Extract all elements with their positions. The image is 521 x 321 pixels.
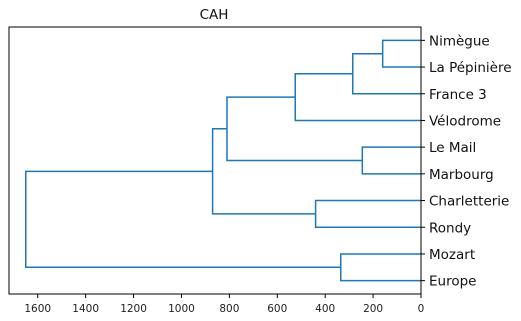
leaf-label: Mozart [429,247,475,263]
dendrogram-link-7 [211,128,316,215]
dendrogram-link-3 [294,72,421,122]
x-tick-label: 1000 [168,303,195,315]
leaf-label: Rondy [429,220,471,236]
plot-frame [8,26,422,295]
leaf-label: Nimègue [429,33,490,49]
x-tick-label: 400 [315,303,335,315]
dendrogram-link-1 [381,39,421,68]
leaf-label: France 3 [429,87,487,103]
x-tick-label: 1400 [72,303,99,315]
x-axis: 1600 1400 1200 1000 800 600 400 200 0 [24,294,424,315]
leaf-label: Vélodrome [429,113,501,129]
dendrogram-link-6 [314,199,421,228]
dendrogram-link-2 [351,52,421,95]
dendrogram-link-5 [226,96,363,162]
leaf-label: La Pépinière [429,60,512,76]
dendrogram-links [25,39,421,282]
x-tick-label: 200 [363,303,383,315]
x-tick-label: 800 [219,303,239,315]
x-tick-label: 600 [267,303,287,315]
leaf-label: Marbourg [429,167,494,183]
leaf-label: Europe [429,274,476,290]
leaf-labels: Nimègue La Pépinière France 3 Vélodrome Le M… [421,33,512,290]
x-tick-label: 1200 [120,303,147,315]
chart-title: CAH [200,7,229,23]
dendrogram-link-4 [361,146,421,175]
leaf-label: Charletterie [429,194,509,210]
x-tick-label: 1600 [24,303,51,315]
dendrogram-link-8 [340,253,421,282]
dendrogram-link-9 [25,170,341,269]
leaf-label: Le Mail [429,140,476,156]
x-tick-label: 0 [418,303,425,315]
